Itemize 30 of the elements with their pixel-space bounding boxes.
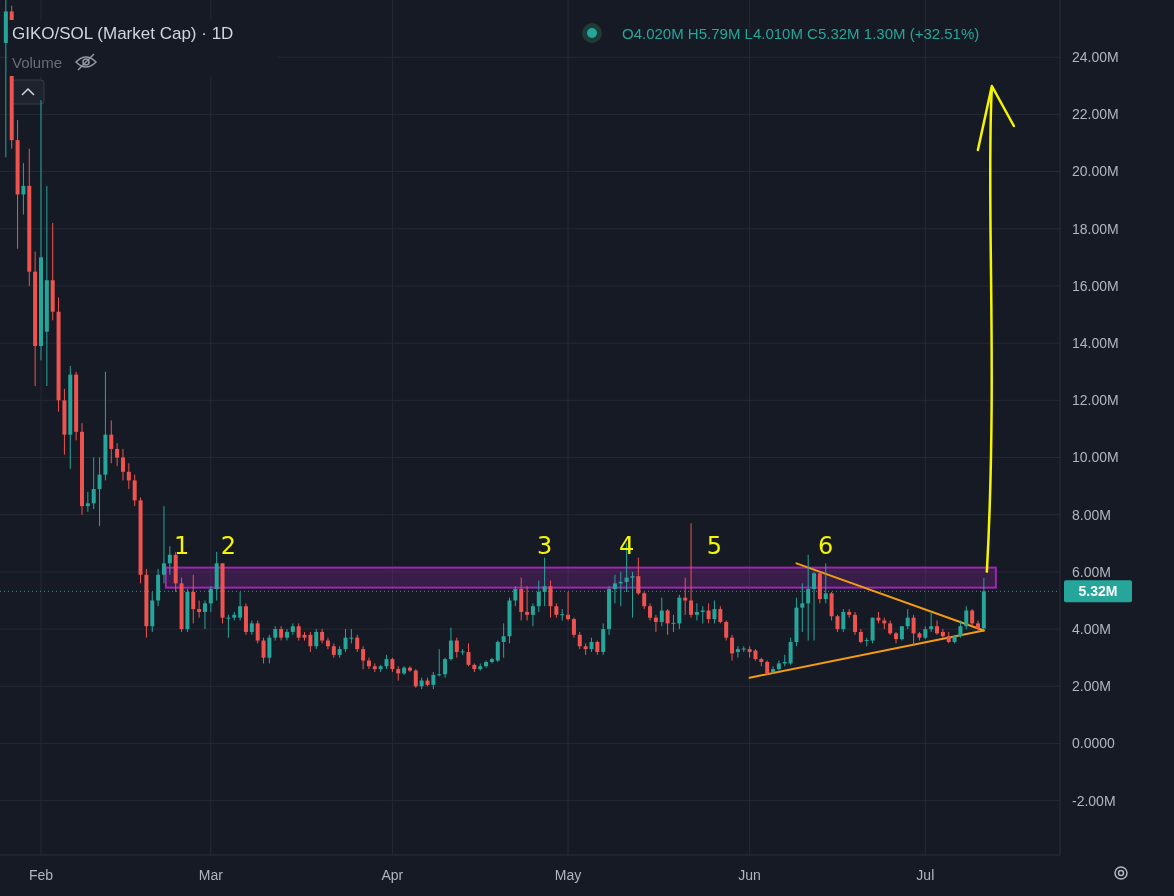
x-tick-label: Jul bbox=[916, 867, 935, 883]
y-tick-label: 22.00M bbox=[1072, 106, 1119, 123]
x-tick-label: Apr bbox=[381, 867, 404, 883]
y-tick-label: 6.00M bbox=[1072, 563, 1111, 580]
y-tick-label: 14.00M bbox=[1072, 335, 1119, 352]
ref-line-label: 5.32M bbox=[1078, 583, 1118, 600]
x-tick-label: Feb bbox=[28, 867, 54, 883]
annotation: Volume bbox=[12, 54, 63, 71]
x-tick-label: Mar bbox=[198, 867, 224, 883]
annotation: 3 bbox=[537, 531, 553, 560]
text: GIKO/SOL (Market Cap) · 1D bbox=[12, 24, 234, 43]
y-tick-label: 18.00M bbox=[1072, 220, 1119, 237]
annotation: 6 bbox=[818, 531, 834, 560]
y-tick-label: 4.00M bbox=[1072, 621, 1111, 637]
y-tick-label: 20.00M bbox=[1072, 163, 1119, 180]
y-tick-label: 8.00M bbox=[1072, 506, 1111, 523]
y-tick-label: 2.00M bbox=[1072, 678, 1111, 695]
annotation: 1 bbox=[173, 531, 190, 560]
x-tick-label: May bbox=[554, 867, 582, 883]
y-tick-label: 10.00M bbox=[1072, 449, 1119, 466]
y-tick-label: -2.00M bbox=[1072, 792, 1116, 809]
y-tick-label: 24.00M bbox=[1072, 49, 1119, 66]
annotation: 5 bbox=[706, 531, 723, 560]
annotation: 4 bbox=[618, 531, 635, 560]
y-tick-label: 0.0000 bbox=[1072, 735, 1116, 752]
y-tick-label: 16.00M bbox=[1072, 277, 1119, 294]
annotation: O4.020M H5.79M L4.010M C5.32M 1.30M (+32.51%) bbox=[622, 25, 980, 42]
y-tick-label: 12.00M bbox=[1072, 392, 1119, 409]
x-tick-label: Jun bbox=[738, 867, 761, 883]
annotation: 2 bbox=[220, 531, 237, 560]
